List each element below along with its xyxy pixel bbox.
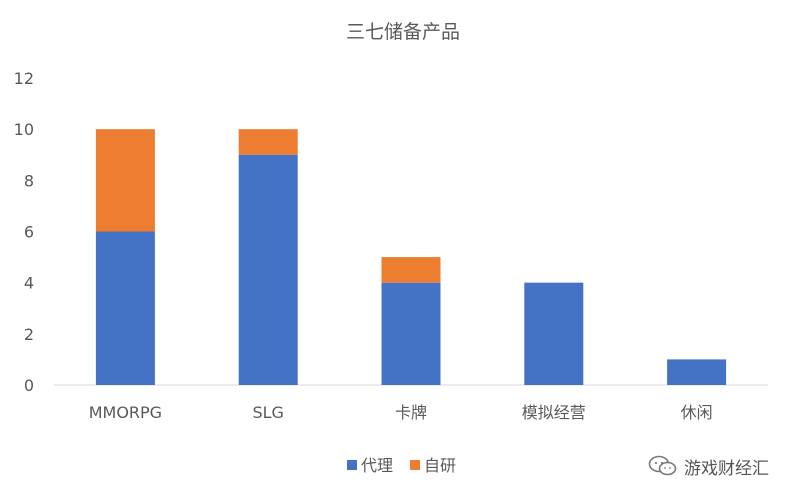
y-tick-label: 10 (14, 120, 34, 139)
legend-label: 代理 (361, 456, 393, 475)
x-tick-label: SLG (252, 403, 283, 422)
bar-segment (95, 231, 155, 385)
y-tick-label: 0 (24, 376, 34, 395)
watermark: 游戏财经汇 (648, 452, 769, 480)
y-tick-label: 2 (24, 325, 34, 344)
legend-swatch (347, 460, 357, 470)
bar-segment (238, 129, 298, 155)
x-tick-label: 卡牌 (395, 403, 427, 422)
bar-segment (524, 282, 584, 385)
bar-segment (667, 359, 727, 385)
bar-segment (238, 154, 298, 385)
y-axis-ticks: 0 2 4 6 8 10 12 (14, 69, 34, 395)
x-tick-label: 模拟经营 (522, 403, 586, 422)
chart-title: 三七储备产品 (346, 21, 460, 43)
bar-segment (381, 257, 441, 283)
bars (95, 129, 727, 385)
y-tick-label: 12 (14, 69, 34, 88)
legend-swatch (410, 460, 420, 470)
y-tick-label: 6 (24, 223, 34, 242)
y-tick-label: 8 (24, 171, 34, 190)
legend: 代理 自研 (347, 456, 456, 475)
bar-segment (95, 129, 155, 232)
watermark-text: 游戏财经汇 (684, 458, 769, 479)
bar-segment (381, 282, 441, 385)
x-tick-label: 休闲 (681, 403, 713, 422)
y-tick-label: 4 (24, 274, 34, 293)
wechat-icon (648, 455, 677, 476)
legend-label: 自研 (424, 456, 456, 475)
x-axis-labels: MMORPG SLG 卡牌 模拟经营 休闲 (89, 403, 713, 422)
x-tick-label: MMORPG (89, 403, 162, 422)
